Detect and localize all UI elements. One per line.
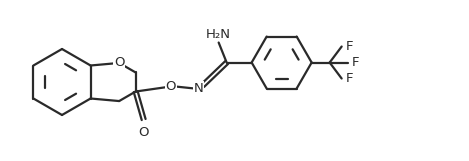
Text: F: F [346, 72, 353, 85]
Text: F: F [352, 56, 359, 69]
Text: O: O [114, 57, 124, 69]
Text: O: O [166, 80, 176, 93]
Text: N: N [194, 82, 204, 95]
Text: H₂N: H₂N [206, 28, 231, 41]
Text: F: F [346, 40, 353, 53]
Text: O: O [138, 126, 149, 138]
